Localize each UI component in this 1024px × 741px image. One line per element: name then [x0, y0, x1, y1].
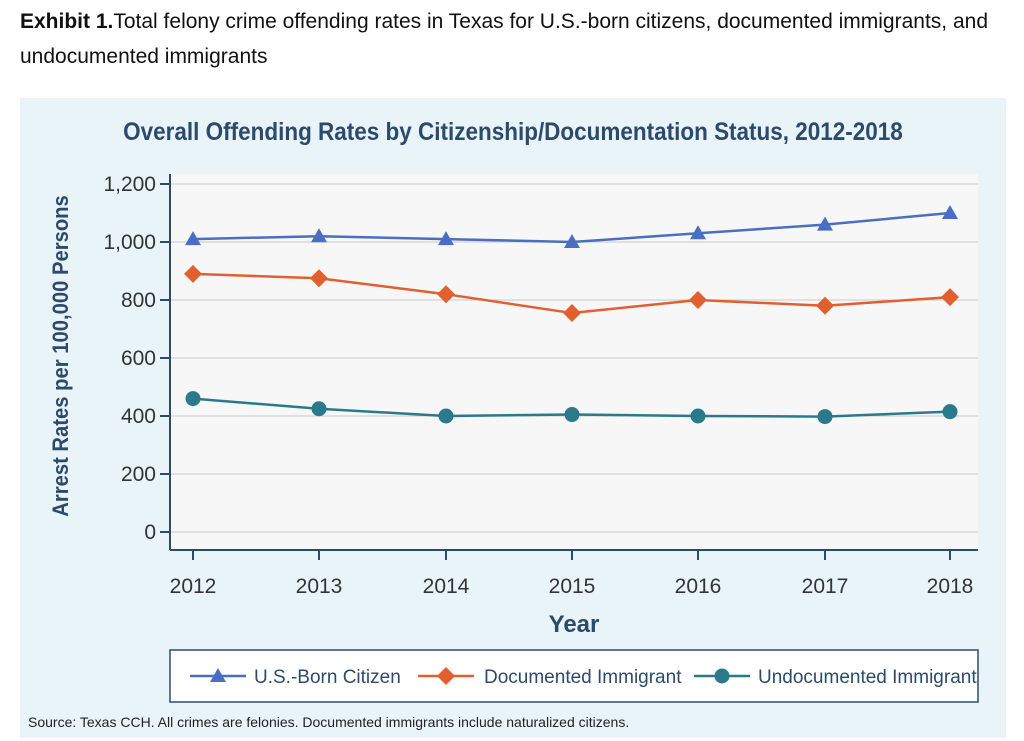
data-point-2	[185, 391, 201, 407]
y-tick-label: 600	[121, 347, 156, 370]
y-tick-label: 400	[121, 405, 156, 428]
y-tick-label: 0	[144, 521, 156, 544]
data-point-0	[185, 231, 201, 246]
data-point-0	[564, 234, 580, 248]
legend-marker	[437, 667, 455, 685]
data-point-1	[689, 291, 707, 309]
data-point-0	[942, 205, 958, 219]
plot-area	[170, 174, 978, 550]
x-tick-label: 2015	[549, 575, 596, 598]
caption-text: Total felony crime offending rates in Te…	[20, 10, 989, 68]
y-tick-label: 200	[121, 463, 156, 486]
y-tick-label: 1,000	[103, 231, 156, 254]
data-point-1	[941, 288, 959, 307]
data-point-2	[942, 404, 958, 420]
data-point-1	[437, 285, 455, 304]
x-tick-label: 2014	[423, 575, 470, 598]
chart-panel: Overall Offending Rates by Citizenship/D…	[20, 98, 1006, 738]
legend-marker	[714, 668, 730, 684]
legend-label: Documented Immigrant	[484, 667, 682, 688]
chart-title: Overall Offending Rates by Citizenship/D…	[123, 118, 903, 146]
data-point-1	[816, 296, 834, 315]
data-point-2	[564, 407, 580, 423]
x-tick-label: 2017	[802, 575, 849, 598]
y-tick-label: 1,200	[103, 173, 156, 196]
data-point-0	[817, 216, 833, 231]
legend-marker	[210, 668, 226, 682]
legend-box	[169, 649, 979, 703]
y-tick-label: 800	[121, 289, 156, 312]
data-point-1	[184, 264, 202, 283]
y-axis-label: Arrest Rates per 100,000 Persons	[49, 195, 73, 517]
legend-label: Undocumented Immigrant	[758, 667, 977, 688]
data-point-2	[438, 408, 454, 424]
data-point-2	[690, 408, 706, 424]
data-point-0	[311, 228, 327, 243]
figure-caption: Exhibit 1.Total felony crime offending r…	[20, 4, 1010, 74]
source-note: Source: Texas CCH. All crimes are feloni…	[28, 714, 630, 730]
data-point-0	[438, 231, 454, 246]
data-point-1	[310, 269, 328, 288]
x-axis-label: Year	[549, 611, 600, 638]
data-point-0	[690, 225, 706, 240]
data-point-2	[817, 409, 833, 425]
x-tick-label: 2013	[296, 575, 343, 598]
x-tick-label: 2012	[170, 575, 217, 598]
exhibit-label: Exhibit 1.	[20, 10, 114, 33]
legend-label: U.S.-Born Citizen	[254, 667, 401, 688]
data-point-1	[563, 304, 581, 323]
x-tick-label: 2016	[675, 575, 722, 598]
x-tick-label: 2018	[927, 575, 974, 598]
data-point-2	[311, 401, 327, 417]
line-chart: Overall Offending Rates by Citizenship/D…	[49, 118, 979, 703]
